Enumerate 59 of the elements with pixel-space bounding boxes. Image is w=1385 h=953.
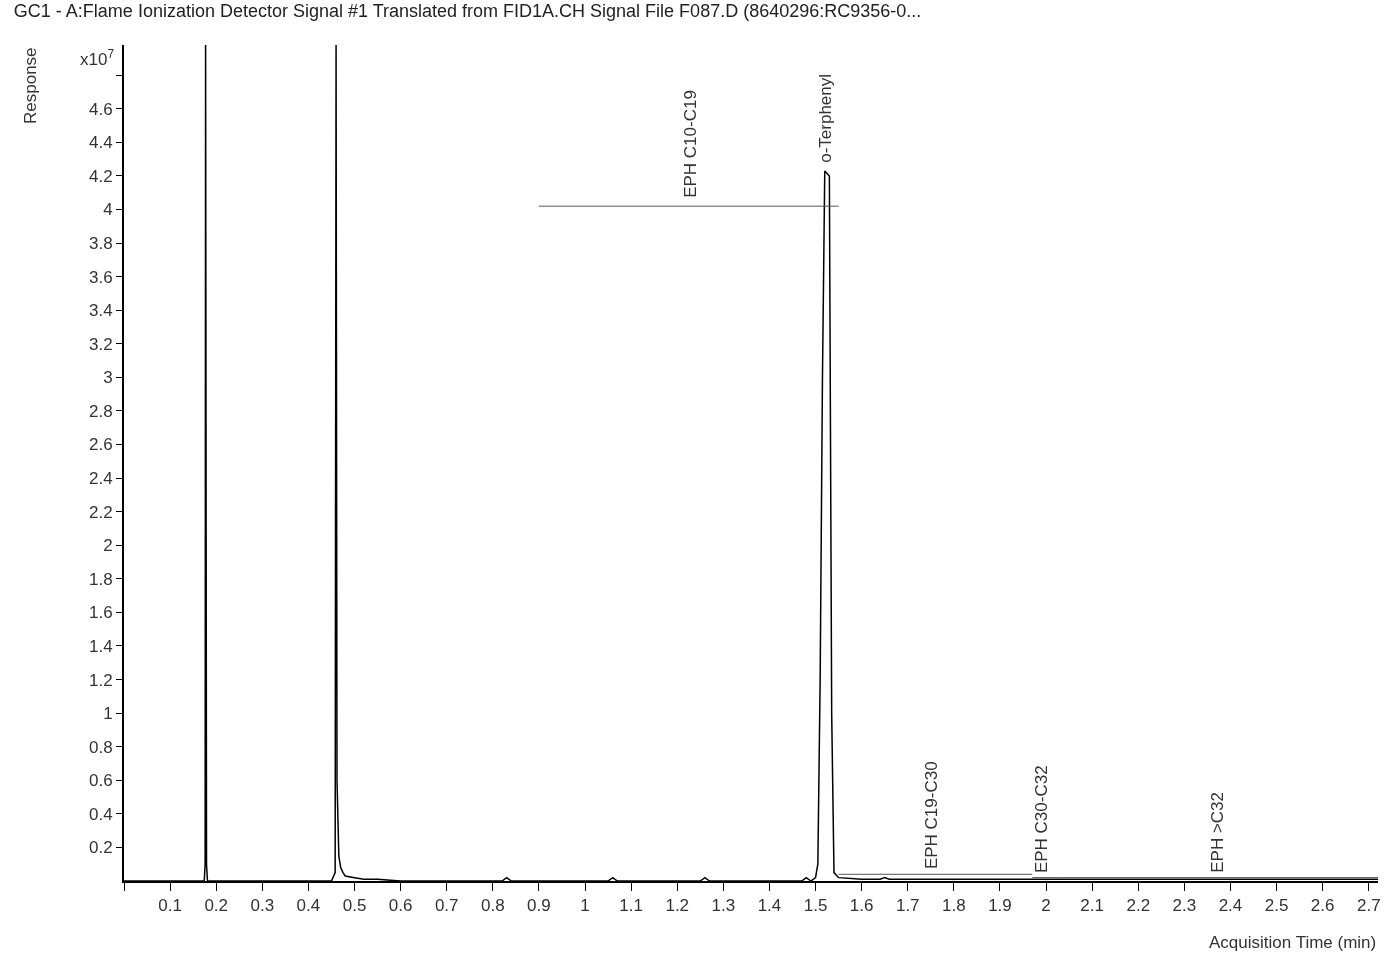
annotation: EPH >C32 [1207,791,1227,873]
x-tick-label: 1.2 [665,896,690,916]
x-tick-label: 1.1 [619,896,643,916]
x-tick-label: 0.3 [250,896,275,916]
x-tick-label: 0.7 [434,896,459,916]
y-tick-label: 1 [103,704,113,724]
y-tick-label: 3.6 [88,267,113,287]
x-tick-label: 0.6 [388,896,413,916]
x-tick-label: 0.8 [481,896,505,916]
annotation: EPH C30-C32 [1031,765,1051,874]
y-tick-label: 1.2 [88,670,113,690]
y-tick-label: 4.6 [88,99,113,119]
x-tick-label: 2 [1041,896,1051,916]
x-tick-label: 2.2 [1126,896,1151,916]
y-tick-label: 0.8 [88,737,113,757]
y-tick-label: 2.4 [88,469,113,489]
x-tick-label: 0.5 [342,896,367,916]
x-tick-label: 0.1 [158,896,182,916]
y-tick-label: 1.4 [88,636,113,656]
y-tick-label: 2 [103,536,113,556]
y-tick-label: 1.6 [88,603,113,623]
y-tick-label: 4.2 [88,166,113,186]
x-tick-label: 2.3 [1172,896,1197,916]
annotation: EPH C10-C19 [681,90,701,198]
annotation: EPH C19-C30 [921,761,941,870]
chart-title: GC1 - A:Flame Ionization Detector Signal #1 Translated from FID1A.CH Signal File F087.D (8640296:RC9356-0... [13,1,922,22]
x-tick-label: 1.9 [988,896,1012,916]
y-tick-label: 3.8 [88,234,113,254]
y-tick-label: 2.8 [88,401,113,421]
x-tick-label: 2.4 [1218,896,1243,916]
y-tick-label: 4 [103,200,113,220]
y-axis-title: Response [21,47,40,124]
text: x10$^{7}$ [80,47,115,70]
x-tick-label: 2.1 [1080,896,1104,916]
x-tick-label: 0.9 [527,896,551,916]
x-tick-label: 1.7 [895,896,920,916]
x-tick-label: 1.6 [849,896,874,916]
y-tick-label: 2.6 [88,435,113,455]
y-tick-label: 3.4 [88,301,113,321]
y-tick-label: 0.6 [88,771,113,791]
x-tick-label: 0.2 [204,896,229,916]
x-axis-title: Acquisition Time (min) [1209,933,1377,952]
x-tick-label: 2.5 [1264,896,1289,916]
x-tick-label: 2.7 [1356,896,1381,916]
x-tick-label: 0.4 [296,896,321,916]
x-tick-label: 1.3 [711,896,736,916]
x-tick-label: 2.6 [1310,896,1335,916]
y-tick-label: 0.2 [88,838,113,858]
y-tick-label: 1.8 [88,569,113,589]
annotation: o-Terphenyl [815,73,835,163]
x-tick-label: 1.5 [803,896,828,916]
x-tick-label: 1.8 [942,896,966,916]
x-tick-label: 1.4 [757,896,782,916]
y-tick-label: 0.4 [88,804,113,824]
x-tick-label: 1 [580,896,590,916]
y-tick-label: 3.2 [88,334,113,354]
y-tick-label: 3 [103,368,113,388]
y-tick-label: 4.4 [88,133,113,153]
y-tick-label: 2.2 [88,502,113,522]
